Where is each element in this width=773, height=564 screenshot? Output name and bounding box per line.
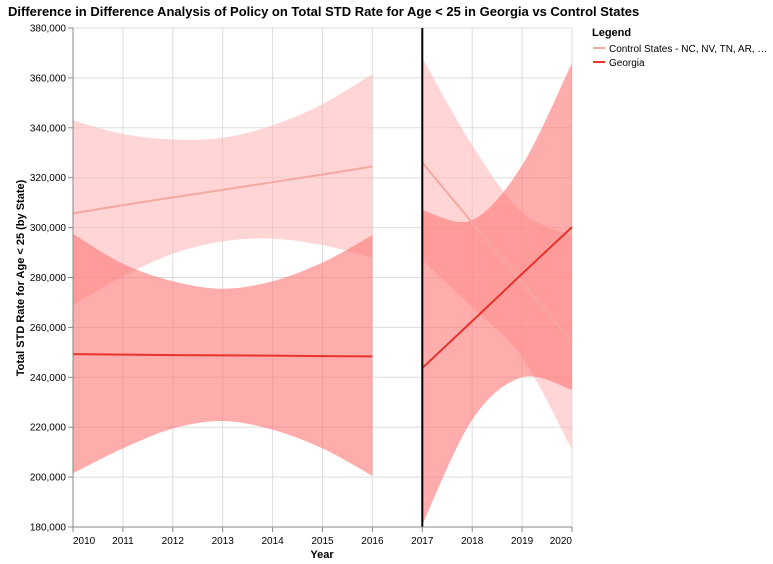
x-tick-label: 2011	[112, 536, 134, 547]
y-axis-title: Total STD Rate for Age < 25 (by State)	[15, 179, 27, 376]
y-tick-label: 340,000	[30, 123, 67, 134]
y-tick-label: 300,000	[30, 223, 67, 234]
y-tick-label: 220,000	[30, 423, 67, 434]
legend-label-georgia: Georgia	[609, 58, 645, 69]
y-tick-label: 380,000	[30, 24, 67, 35]
x-tick-label: 2020	[550, 536, 573, 547]
x-tick-label: 2012	[162, 536, 185, 547]
y-tick-label: 200,000	[30, 473, 67, 484]
fit-line-control-states-pre	[72, 165, 373, 215]
legend: Legend Control States - NC, NV, TN, AR, …	[592, 27, 767, 69]
legend-title: Legend	[592, 27, 631, 39]
y-tick-label: 240,000	[30, 373, 67, 384]
fit-line-georgia-post	[421, 226, 573, 369]
y-tick-label: 320,000	[30, 173, 67, 184]
x-tick-label: 2016	[361, 536, 384, 547]
confidence-band-georgia-post	[422, 62, 572, 525]
y-tick-label: 360,000	[30, 73, 67, 84]
y-tick-label: 280,000	[30, 273, 67, 284]
axes: 180,000 200,000 220,000 240,000 260,000 280,0…	[30, 24, 573, 547]
x-axis-title: Year	[310, 549, 334, 561]
x-tick-label: 2018	[461, 536, 484, 547]
legend-label-control-states: Control States - NC, NV, TN, AR, …	[609, 44, 767, 55]
fit-line-control-states-post	[421, 162, 573, 344]
y-tick-label: 180,000	[30, 523, 67, 534]
x-tick-label: 2014	[261, 536, 284, 547]
x-tick-label: 2013	[212, 536, 235, 547]
y-tick-label: 260,000	[30, 323, 67, 334]
x-tick-label: 2017	[411, 536, 434, 547]
fit-line-georgia-pre	[72, 353, 373, 358]
x-tick-label: 2019	[511, 536, 534, 547]
x-tick-label: 2015	[311, 536, 334, 547]
x-tick-label: 2010	[73, 536, 96, 547]
chart-title: Difference in Difference Analysis of Pol…	[8, 4, 639, 19]
fit-lines	[72, 162, 573, 369]
